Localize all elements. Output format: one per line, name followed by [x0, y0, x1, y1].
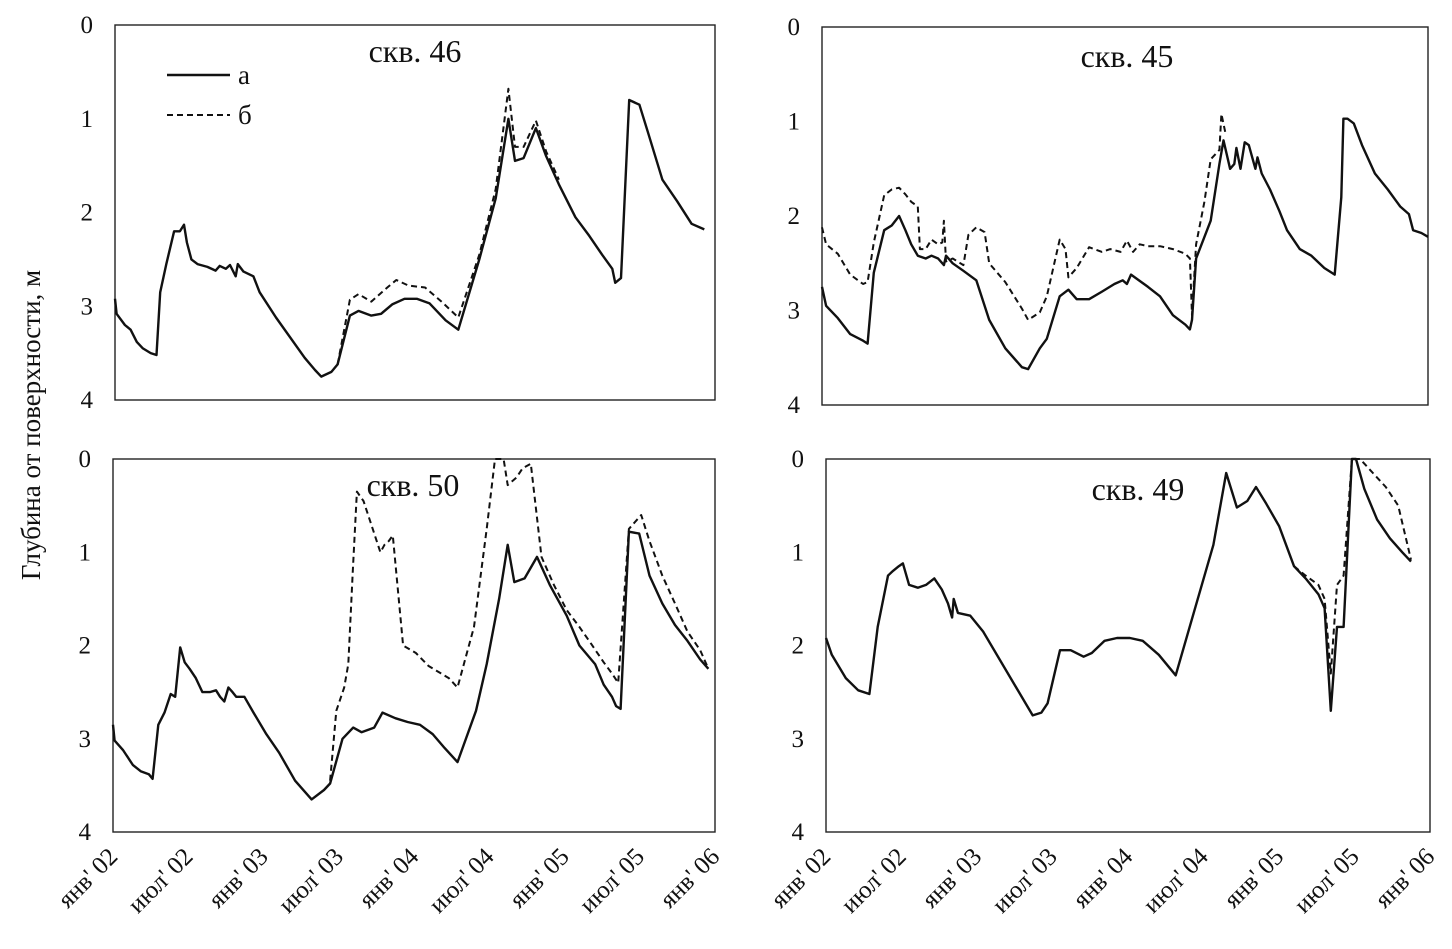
y-tick-label: 0	[79, 446, 92, 473]
y-tick-label: 2	[792, 633, 805, 660]
plot-area	[112, 458, 716, 833]
x-tick-label: июл' 05	[1289, 843, 1364, 918]
x-tick-label: янв' 06	[655, 843, 725, 913]
y-tick-label: 2	[79, 633, 92, 660]
x-tick-label: янв' 02	[53, 843, 123, 913]
chart-panel: 0 1 2 3 4 скв. 49 янв' 02 июл' 02 янв' 03 июл' 03…	[766, 446, 1440, 919]
series-b-line	[336, 87, 560, 365]
x-tick-label: июл' 04	[1138, 843, 1214, 919]
y-tick-label: 4	[792, 819, 805, 846]
series-a-line	[820, 117, 1429, 371]
x-tick-label: янв' 05	[1219, 843, 1289, 913]
chart-panel: 0 1 2 3 4 скв. 50 янв' 02 июл' 02 янв' 03 июл' 03…	[53, 446, 725, 919]
y-tick-label: 4	[79, 819, 92, 846]
y-tick-label: 4	[81, 387, 94, 414]
panel-title: скв. 50	[367, 467, 460, 503]
series-a-line	[824, 457, 1412, 717]
legend-label: а	[238, 60, 250, 90]
plot-area	[821, 26, 1429, 406]
x-tick-label: июл' 04	[424, 843, 500, 919]
y-tick-label: 4	[788, 392, 801, 419]
y-tick-label: 1	[81, 106, 94, 133]
legend: аб	[167, 60, 252, 130]
legend-label: б	[238, 100, 252, 130]
y-tick-label: 0	[81, 12, 94, 39]
x-tick-label: янв' 02	[766, 843, 836, 913]
chart-panel: 0 1 2 3 4 скв. 46 аб	[81, 12, 716, 414]
y-tick-label: 0	[792, 446, 805, 473]
x-tick-label: янв' 04	[354, 843, 425, 914]
series-b-line	[1293, 458, 1412, 675]
series-b-line	[821, 112, 1227, 321]
x-tick-label: июл' 05	[575, 843, 650, 918]
x-tick-label: янв' 06	[1370, 843, 1440, 913]
series-a-line	[113, 98, 705, 378]
panel-title: скв. 49	[1092, 471, 1185, 507]
panel-title: скв. 45	[1081, 38, 1174, 74]
x-tick-label: июл' 03	[274, 843, 349, 918]
plot-area	[114, 24, 716, 401]
y-tick-label: 3	[81, 293, 94, 320]
y-tick-label: 0	[788, 14, 801, 41]
x-tick-label: янв' 04	[1068, 843, 1139, 914]
y-tick-label: 1	[79, 539, 92, 566]
y-tick-label: 3	[788, 298, 801, 325]
x-tick-label: июл' 03	[987, 843, 1062, 918]
y-axis-label: Глубина от поверхности, м	[16, 270, 46, 580]
y-tick-label: 2	[81, 200, 94, 227]
x-tick-label: янв' 05	[504, 843, 574, 913]
plot-area	[825, 458, 1431, 833]
y-tick-label: 3	[792, 726, 805, 753]
x-tick-label: янв' 03	[203, 843, 273, 913]
y-tick-label: 2	[788, 203, 801, 230]
x-tick-label: июл' 02	[123, 843, 198, 918]
y-tick-label: 1	[792, 539, 805, 566]
chart-panel: 0 1 2 3 4 скв. 45	[788, 14, 1429, 419]
x-tick-label: янв' 03	[917, 843, 987, 913]
y-tick-label: 3	[79, 726, 92, 753]
panel-title: скв. 46	[369, 33, 462, 69]
x-tick-label: июл' 02	[836, 843, 911, 918]
series-a-line	[111, 530, 710, 801]
series-b-line	[329, 458, 710, 781]
y-tick-label: 1	[788, 109, 801, 136]
